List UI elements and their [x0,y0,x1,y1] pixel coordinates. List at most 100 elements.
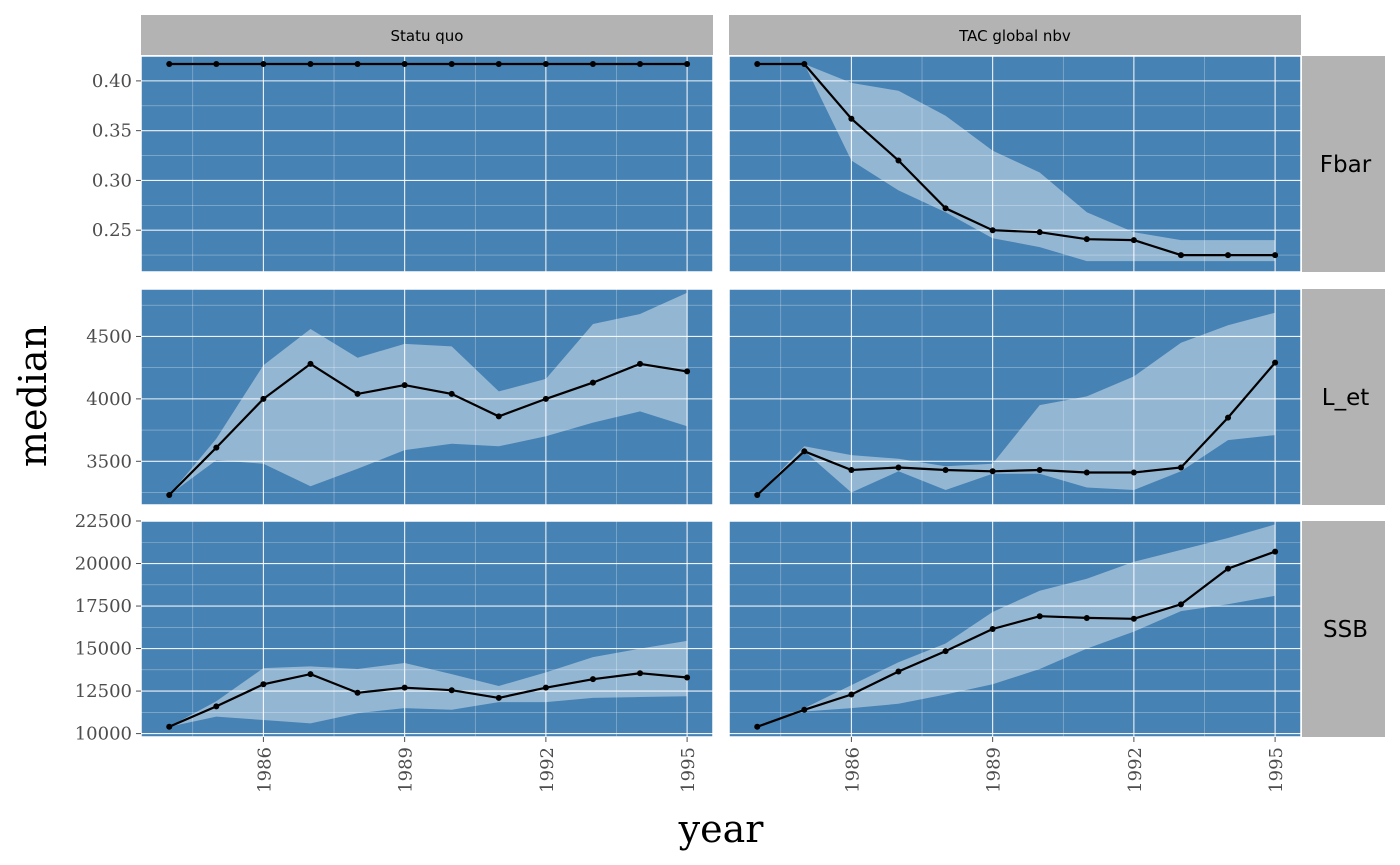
data-point [495,694,502,701]
row-strip-l-et: L_et [1302,289,1385,505]
data-point [1225,565,1232,572]
panel-background [141,289,713,505]
data-point [895,464,902,471]
data-point [1272,252,1279,259]
panel-background [729,56,1301,272]
panel-border [140,288,714,506]
data-point [989,626,996,632]
panel-l-et-tac-global-nbv [728,288,1302,506]
median-line [756,550,1276,728]
data-point [213,60,220,67]
y-axis-title: median [11,325,55,467]
data-point [1130,469,1137,476]
y-tick-label: 20000 [75,554,132,575]
column-strip-tac-global-nbv: TAC global nbv [729,15,1301,55]
row-strip-fbar: Fbar [1302,56,1385,272]
x-tick-label: 1995 [1266,747,1287,793]
data-point [354,60,361,67]
data-point [354,689,361,696]
data-point [589,60,596,67]
x-tick-label: 1989 [984,747,1005,793]
panel-ssb-statu-quo: 10000 12500 15000 17500 20000 22500 1986 1989 19… [75,511,714,793]
x-tick-label: 1986 [254,747,275,793]
panel-border [728,288,1302,506]
data-point [166,723,173,730]
data-point [260,60,267,67]
y-tick-label: 4500 [86,326,132,347]
y-tick-label: 12500 [75,681,132,702]
data-point [1036,229,1043,236]
median-line [757,62,1276,257]
panel-background [141,521,713,737]
data-point [401,382,408,389]
x-tick-label: 1992 [537,747,558,793]
data-point [942,205,949,212]
data-point [801,448,808,455]
panel-background [729,521,1301,737]
strip-label: Fbar [1320,152,1372,178]
x-tick-label: 1995 [678,747,699,793]
data-point [1177,601,1184,608]
data-point [1036,613,1043,620]
data-point [307,671,314,678]
data-point [637,670,644,677]
data-point [848,115,855,122]
data-point [260,681,267,688]
gridlines [141,289,713,505]
row-strip-ssb: SSB [1302,521,1385,737]
panel-border [140,55,714,273]
panel-fbar-statu-quo: 0.25 0.30 0.35 0.40 [92,55,714,273]
data-point [1225,414,1232,421]
data-point [213,444,220,451]
data-point [213,703,220,710]
data-point [895,668,902,675]
confidence-band [169,640,688,727]
panel-fbar-tac-global-nbv [728,55,1302,273]
data-point [542,60,549,67]
data-point [801,60,808,67]
data-point [684,60,691,67]
y-tick-label: 0.30 [92,170,132,191]
data-point [448,390,455,397]
median-line [756,361,1276,496]
strip-label: Statu quo [391,27,464,45]
data-point [307,60,314,67]
panel-l-et-statu-quo: 3500 4000 4500 [86,288,714,506]
y-tick-label: 22500 [75,511,132,532]
data-point [637,60,644,67]
data-point [1225,252,1232,259]
x-tick-label: 1992 [1125,747,1146,793]
data-point [1083,469,1090,476]
column-strip-statu-quo: Statu quo [141,15,713,55]
data-point [495,413,502,420]
data-point [589,379,596,386]
data-point [401,60,408,67]
panel-background [141,56,713,272]
confidence-band [757,312,1276,495]
panel-border [728,55,1302,273]
strip-background [141,15,713,55]
data-point [754,60,761,67]
data-point [942,648,949,655]
y-tick-label: 15000 [75,639,132,660]
x-axis-title: year [678,807,765,851]
data-point [637,360,644,367]
gridlines [729,289,1301,505]
strip-label: L_et [1322,385,1369,411]
median-line [168,672,688,728]
strip-background [1302,289,1385,505]
strip-background [1302,56,1385,272]
y-tick-label: 0.25 [92,220,132,241]
data-point [354,390,361,397]
data-point [1130,237,1137,244]
data-point [848,467,855,474]
gridlines [141,520,713,737]
gridlines [141,56,713,272]
confidence-band [169,292,688,495]
data-point [754,492,761,499]
data-point [754,723,761,730]
data-point [166,492,173,499]
data-point [448,60,455,67]
data-point [1177,464,1184,471]
